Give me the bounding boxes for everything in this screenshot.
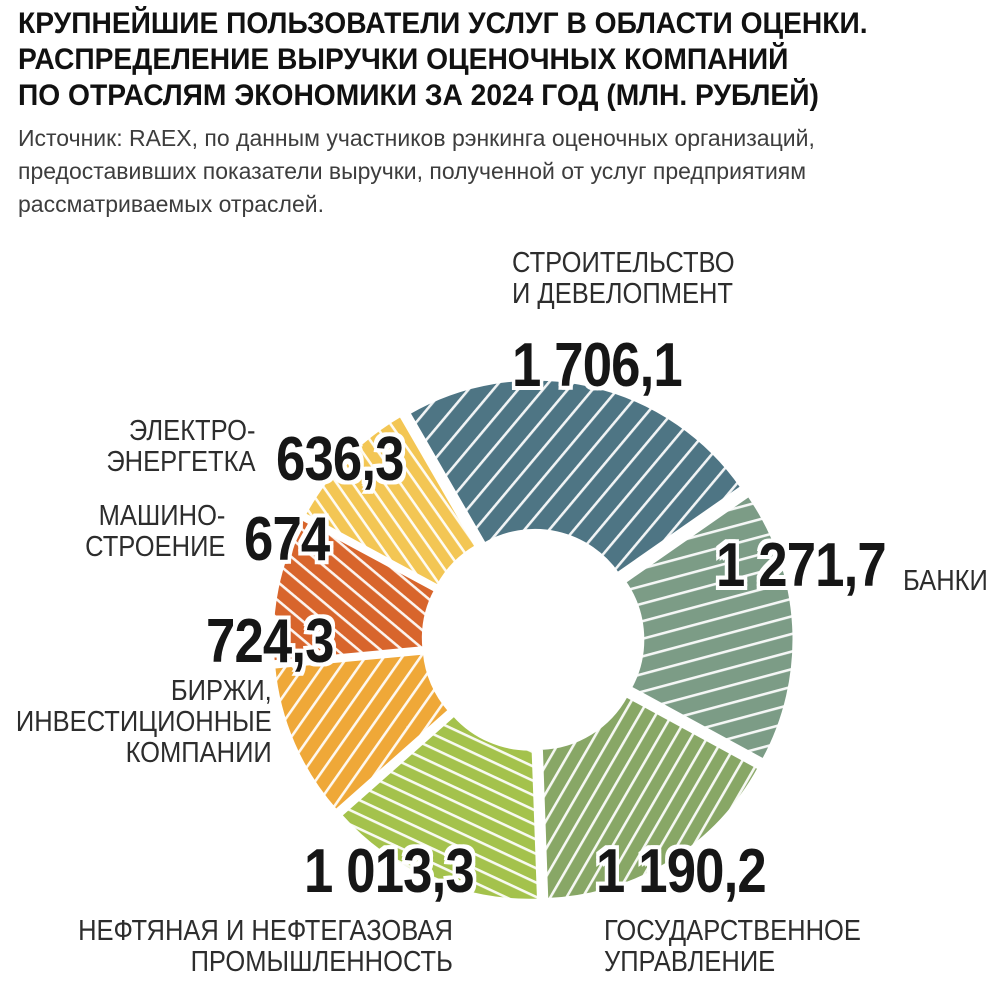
segment-electro-energy [302, 413, 479, 589]
segment-label-construction: СТРОИТЕЛЬСТВО И ДЕВЕЛОПМЕНТ [512, 248, 735, 310]
label-line: И ДЕВЕЛОПМЕНТ [512, 278, 734, 310]
page-title: КРУПНЕЙШИЕ ПОЛЬЗОВАТЕЛИ УСЛУГ В ОБЛАСТИ … [18, 6, 868, 114]
label-line: БАНКИ [903, 565, 988, 597]
segment-value-banks: 1 271,7 [716, 531, 887, 600]
label-line: ЭНЕРГЕТКА [105, 446, 255, 478]
segment-label-exchanges: БИРЖИ, ИНВЕСТИЦИОННЫЕ КОМПАНИИ [16, 676, 272, 769]
source-line: рассматриваемых отраслей. [18, 191, 324, 217]
segment-label-electro-energy: ЭЛЕКТРО- ЭНЕРГЕТКА [106, 416, 255, 478]
segment-oil-gas [338, 712, 541, 902]
segment-construction [406, 377, 744, 576]
segment-label-banks: БАНКИ [903, 566, 988, 597]
source-line: предоставивших показатели выручки, получ… [18, 158, 807, 184]
label-line: НЕФТЯНАЯ И НЕФТЕГАЗОВАЯ [78, 915, 453, 947]
label-line: ГОСУДАРСТВЕННОЕ [604, 915, 861, 947]
title-line: ПО ОТРАСЛЯМ ЭКОНОМИКИ ЗА 2024 ГОД (МЛН. … [18, 79, 819, 112]
segment-machine-building [270, 516, 438, 664]
segment-label-oil-gas: НЕФТЯНАЯ И НЕФТЕГАЗОВАЯ ПРОМЫШЛЕННОСТЬ [78, 916, 453, 978]
segment-value-machine-building: 674 [244, 505, 330, 574]
segment-banks [622, 493, 796, 763]
label-line: МАШИНО- [98, 500, 225, 532]
label-line: ПРОМЫШЛЕННОСТЬ [190, 946, 453, 978]
segment-value-construction: 1 706,1 [512, 331, 683, 400]
label-line: БИРЖИ, [171, 675, 272, 707]
title-line: РАСПРЕДЕЛЕНИЕ ВЫРУЧКИ ОЦЕНОЧНЫХ КОМПАНИЙ [18, 43, 789, 76]
segment-value-exchanges: 724,3 [206, 607, 334, 676]
source-line: Источник: RAEX, по данным участников рэн… [18, 125, 815, 151]
label-line: КОМПАНИИ [125, 737, 272, 769]
label-line: СТРОЕНИЕ [84, 531, 225, 563]
title-line: КРУПНЕЙШИЕ ПОЛЬЗОВАТЕЛИ УСЛУГ В ОБЛАСТИ … [18, 7, 868, 40]
segment-value-government: 1 190,2 [596, 837, 767, 906]
segment-government [539, 693, 762, 902]
segment-label-government: ГОСУДАРСТВЕННОЕ УПРАВЛЕНИЕ [604, 916, 861, 978]
label-line: СТРОИТЕЛЬСТВО [512, 247, 735, 279]
source-note: Источник: RAEX, по данным участников рэн… [18, 122, 815, 221]
label-line: УПРАВЛЕНИЕ [604, 946, 776, 978]
segment-value-oil-gas: 1 013,3 [304, 837, 475, 906]
segment-value-electro-energy: 636,3 [276, 425, 404, 494]
label-line: ИНВЕСТИЦИОННЫЕ [16, 706, 272, 738]
label-line: ЭЛЕКТРО- [128, 415, 255, 447]
segment-label-machine-building: МАШИНО- СТРОЕНИЕ [85, 501, 225, 563]
segment-exchanges [272, 651, 452, 813]
